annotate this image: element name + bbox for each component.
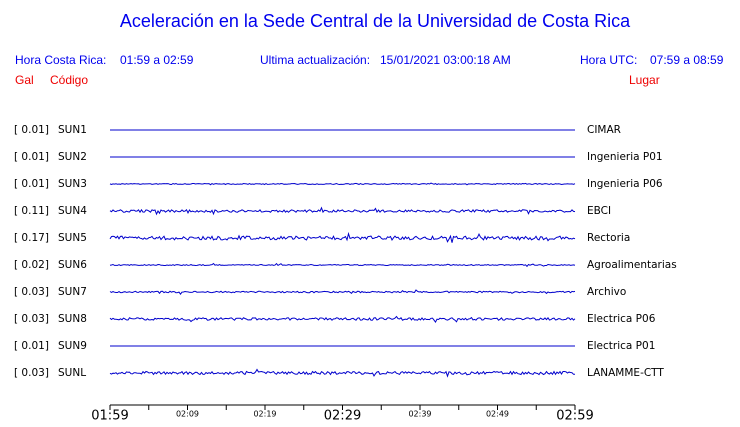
station-code: SUN2 [58, 151, 87, 163]
waveform [109, 206, 576, 216]
station-gal: [ 0.03] [14, 313, 49, 325]
station-code: SUN9 [58, 340, 87, 352]
time-label: 02:59 [556, 409, 593, 424]
station-gal: [ 0.02] [14, 259, 49, 271]
station-place: CIMAR [587, 124, 621, 136]
station-place: Agroalimentarias [587, 259, 677, 271]
waveform [109, 368, 575, 378]
station-gal: [ 0.01] [14, 178, 49, 190]
time-label: 02:09 [176, 410, 199, 419]
station-gal: [ 0.17] [14, 232, 49, 244]
update-value: 15/01/2021 03:00:18 AM [380, 53, 511, 67]
station-code: SUN4 [58, 205, 87, 217]
time-label: 02:39 [408, 410, 431, 419]
utc-label: Hora UTC: [580, 53, 637, 67]
station-code: SUN7 [58, 286, 87, 298]
time-label: 02:19 [253, 410, 276, 419]
station-code: SUNL [58, 367, 86, 379]
station-place: Rectoria [587, 232, 630, 244]
local-label: Hora Costa Rica: [15, 53, 106, 67]
local-range: 01:59 a 02:59 [120, 53, 194, 67]
time-label: 01:59 [91, 409, 128, 424]
station-place: LANAMME-CTT [587, 367, 664, 379]
station-code: SUN8 [58, 313, 87, 325]
station-place: Electrica P06 [587, 313, 656, 325]
waveform [109, 262, 576, 268]
station-code: SUN6 [58, 259, 87, 271]
time-label: 02:29 [324, 409, 361, 424]
place-header: Lugar [629, 73, 660, 87]
station-code: SUN5 [58, 232, 87, 244]
time-label: 02:49 [486, 410, 509, 419]
station-place: EBCI [587, 205, 611, 217]
waveform [109, 231, 576, 243]
gal-header: Gal [15, 73, 34, 87]
station-place: Ingenieria P01 [587, 151, 663, 163]
station-gal: [ 0.11] [14, 205, 49, 217]
station-gal: [ 0.03] [14, 286, 49, 298]
station-place: Archivo [587, 286, 626, 298]
station-gal: [ 0.03] [14, 367, 49, 379]
code-header: Código [50, 73, 88, 87]
station-code: SUN3 [58, 178, 87, 190]
waveform [109, 315, 576, 324]
station-code: SUN1 [58, 124, 87, 136]
station-place: Ingenieria P06 [587, 178, 663, 190]
station-gal: [ 0.01] [14, 340, 49, 352]
station-place: Electrica P01 [587, 340, 655, 352]
utc-range: 07:59 a 08:59 [650, 53, 724, 67]
title: Aceleración en la Sede Central de la Uni… [120, 11, 631, 31]
waveform [109, 289, 576, 296]
station-gal: [ 0.01] [14, 124, 49, 136]
waveform [109, 182, 576, 186]
station-gal: [ 0.01] [14, 151, 49, 163]
update-label: Ultima actualización: [260, 53, 370, 67]
